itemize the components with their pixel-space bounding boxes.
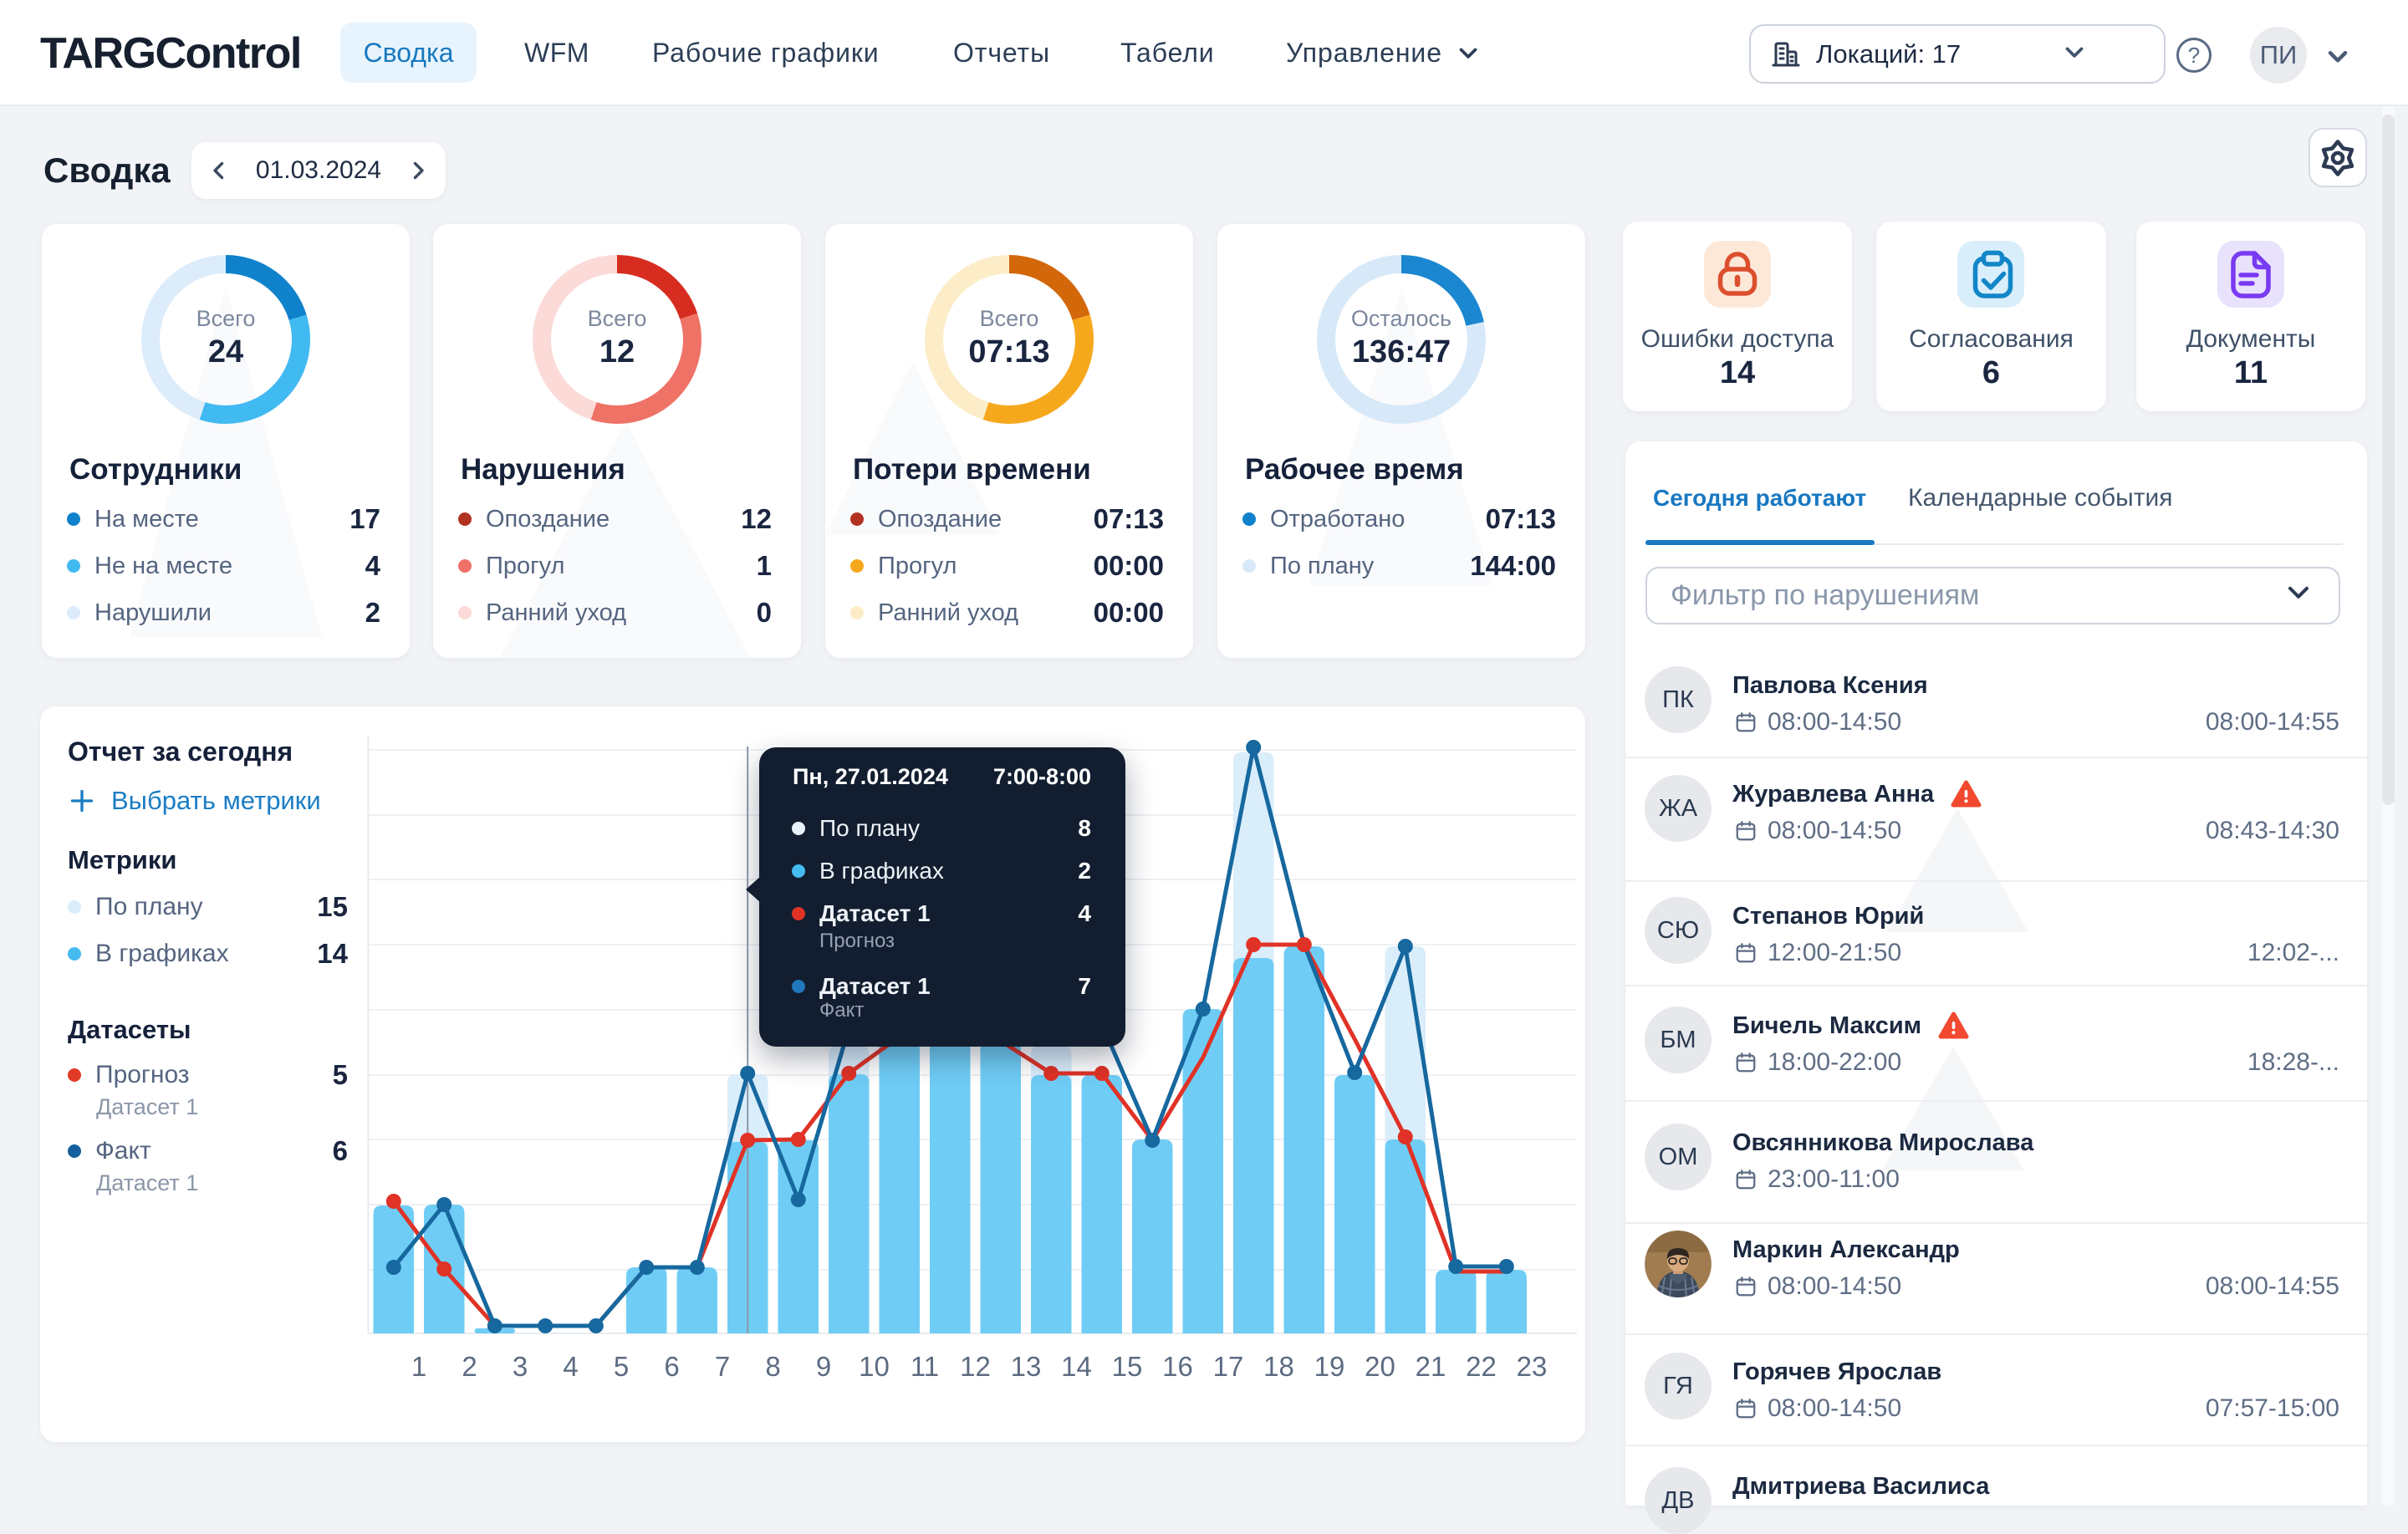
svg-text:8: 8 [765, 1351, 780, 1382]
svg-text:5: 5 [614, 1351, 629, 1382]
svg-text:3: 3 [513, 1351, 528, 1382]
svg-text:21: 21 [1416, 1351, 1446, 1382]
svg-text:14: 14 [1061, 1351, 1092, 1382]
svg-text:19: 19 [1314, 1351, 1345, 1382]
svg-text:12: 12 [960, 1351, 991, 1382]
svg-text:22: 22 [1466, 1351, 1497, 1382]
svg-text:17: 17 [1213, 1351, 1244, 1382]
svg-text:11: 11 [911, 1351, 939, 1382]
svg-text:23: 23 [1517, 1351, 1548, 1382]
svg-text:10: 10 [859, 1351, 890, 1382]
svg-text:18: 18 [1263, 1351, 1294, 1382]
svg-text:15: 15 [1112, 1351, 1143, 1382]
svg-text:2: 2 [462, 1351, 477, 1382]
svg-text:6: 6 [664, 1351, 679, 1382]
svg-text:4: 4 [563, 1351, 578, 1382]
svg-text:7: 7 [715, 1351, 730, 1382]
svg-text:1: 1 [411, 1351, 426, 1382]
svg-text:16: 16 [1162, 1351, 1193, 1382]
svg-text:20: 20 [1365, 1351, 1395, 1382]
svg-text:13: 13 [1011, 1351, 1042, 1382]
svg-text:9: 9 [816, 1351, 831, 1382]
